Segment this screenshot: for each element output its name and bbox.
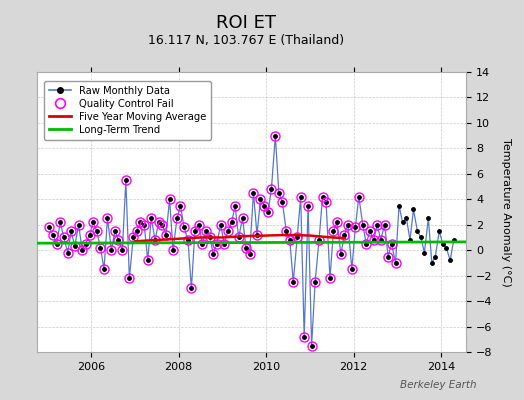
Text: Berkeley Earth: Berkeley Earth [400,380,477,390]
Legend: Raw Monthly Data, Quality Control Fail, Five Year Moving Average, Long-Term Tren: Raw Monthly Data, Quality Control Fail, … [44,81,211,140]
Text: ROI ET: ROI ET [216,14,276,32]
Text: 16.117 N, 103.767 E (Thailand): 16.117 N, 103.767 E (Thailand) [148,34,344,47]
Y-axis label: Temperature Anomaly (°C): Temperature Anomaly (°C) [501,138,511,286]
